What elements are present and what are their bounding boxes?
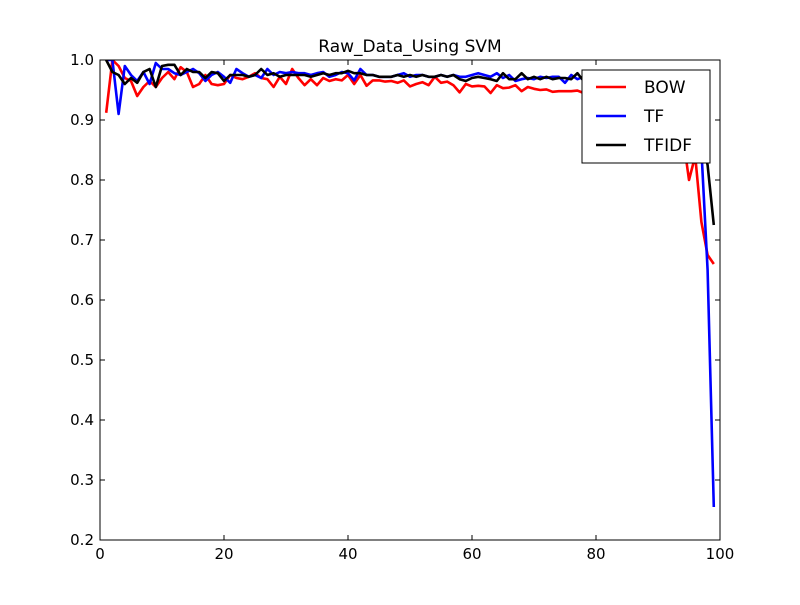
y-tick-label: 0.9 [70, 111, 94, 129]
y-tick-label: 0.2 [70, 531, 94, 549]
legend-label-tf: TF [643, 107, 664, 127]
x-tick-label: 60 [462, 545, 481, 563]
x-tick-label: 40 [338, 545, 357, 563]
legend-label-tfidf: TFIDF [643, 136, 692, 156]
y-tick-label: 0.8 [70, 171, 94, 189]
x-tick-label: 100 [706, 545, 735, 563]
x-tick-label: 0 [95, 545, 105, 563]
y-tick-label: 1.0 [70, 51, 94, 69]
legend-label-bow: BOW [644, 78, 686, 98]
x-tick-label: 20 [214, 545, 233, 563]
legend: BOW TF TFIDF [581, 69, 711, 164]
x-tick-label: 80 [586, 545, 605, 563]
y-tick-label: 0.7 [70, 231, 94, 249]
axes-layer: 0 20 40 60 80 100 0.2 0.3 0.4 0.5 0.6 0.7 0.8 0.9 1.0 [70, 51, 734, 563]
chart-title: Raw_Data_Using SVM [318, 37, 501, 57]
y-tick-label: 0.6 [70, 291, 94, 309]
y-tick-label: 0.3 [70, 471, 94, 489]
y-tick-label: 0.4 [70, 411, 94, 429]
y-tick-label: 0.5 [70, 351, 94, 369]
